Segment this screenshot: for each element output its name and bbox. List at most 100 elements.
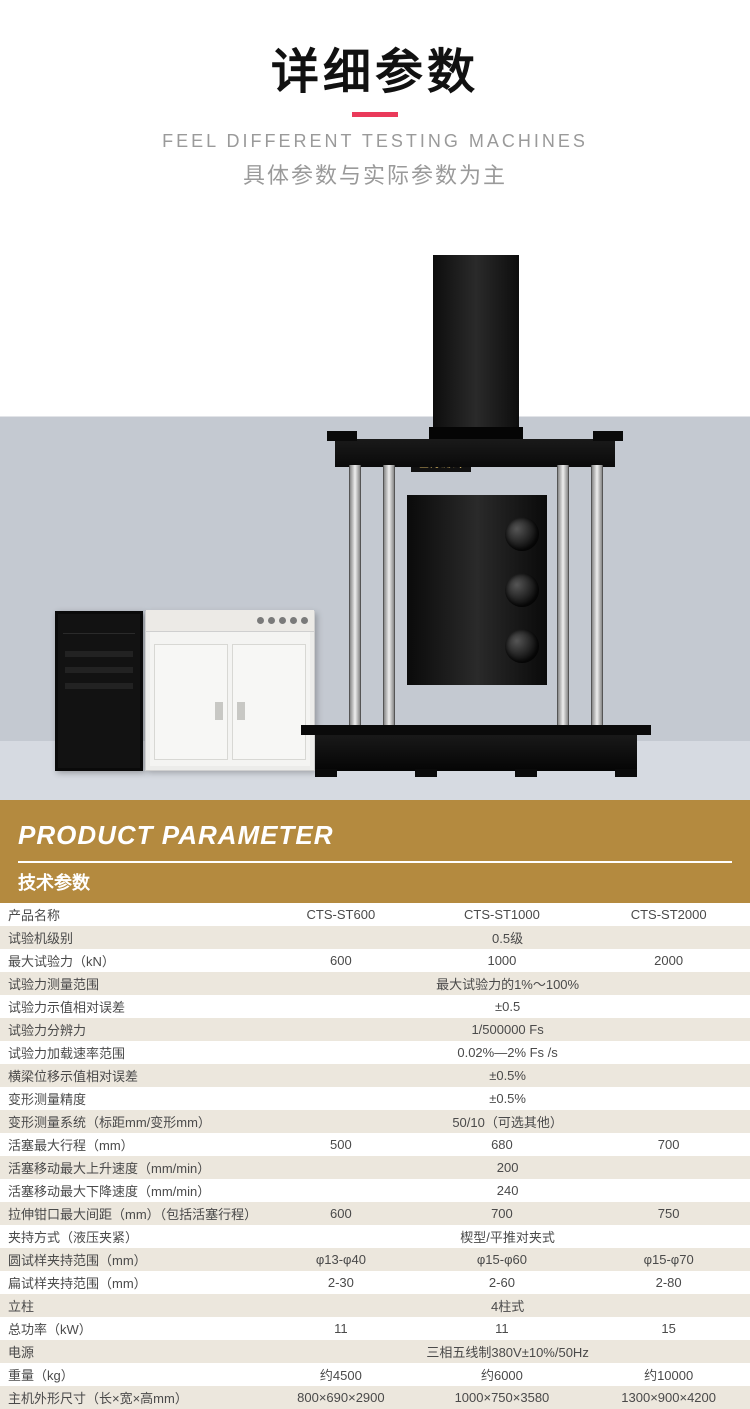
row-value: 2000 bbox=[583, 949, 750, 972]
row-label: 活塞移动最大上升速度（mm/min） bbox=[0, 1156, 261, 1179]
row-value: CTS-ST1000 bbox=[417, 903, 584, 926]
row-value: 700 bbox=[417, 1202, 584, 1225]
row-label: 拉伸钳口最大间距（mm）（包括活塞行程） bbox=[0, 1202, 261, 1225]
table-row: 变形测量精度±0.5% bbox=[0, 1087, 750, 1110]
row-value: 约10000 bbox=[583, 1363, 750, 1386]
table-row: 最大试验力（kN）60010002000 bbox=[0, 949, 750, 972]
row-value: φ15-φ60 bbox=[417, 1248, 584, 1271]
spec-table: 产品名称CTS-ST600CTS-ST1000CTS-ST2000试验机级别0.… bbox=[0, 903, 750, 1409]
table-row: 总功率（kW）111115 bbox=[0, 1317, 750, 1340]
row-label: 试验机级别 bbox=[0, 926, 261, 949]
row-value: 4柱式 bbox=[261, 1294, 750, 1317]
grip-assembly bbox=[407, 495, 547, 685]
table-row: 活塞最大行程（mm）500680700 bbox=[0, 1133, 750, 1156]
row-label: 重量（kg） bbox=[0, 1363, 261, 1386]
row-label: 产品名称 bbox=[0, 903, 261, 926]
row-label: 试验力分辨力 bbox=[0, 1018, 261, 1041]
row-label: 活塞移动最大下降速度（mm/min） bbox=[0, 1179, 261, 1202]
row-value: ±0.5% bbox=[261, 1087, 750, 1110]
row-value: 0.5级 bbox=[261, 926, 750, 949]
row-label: 扁试样夹持范围（mm） bbox=[0, 1271, 261, 1294]
row-value: 750 bbox=[583, 1202, 750, 1225]
row-value: 600 bbox=[261, 949, 416, 972]
row-value: 1/500000 Fs bbox=[261, 1018, 750, 1041]
row-value: 15 bbox=[583, 1317, 750, 1340]
subtitle-cn: 具体参数与实际参数为主 bbox=[0, 158, 750, 190]
row-value: 50/10（可选其他） bbox=[261, 1110, 750, 1133]
row-value: 600 bbox=[261, 1202, 416, 1225]
row-value: 500 bbox=[261, 1133, 416, 1156]
row-value: ±0.5% bbox=[261, 1064, 750, 1087]
table-row: 活塞移动最大下降速度（mm/min）240 bbox=[0, 1179, 750, 1202]
row-value: 1300×900×4200 bbox=[583, 1386, 750, 1409]
table-row: 试验力分辨力1/500000 Fs bbox=[0, 1018, 750, 1041]
row-value: 800×690×2900 bbox=[261, 1386, 416, 1409]
row-value: 楔型/平推对夹式 bbox=[261, 1225, 750, 1248]
row-value: φ15-φ70 bbox=[583, 1248, 750, 1271]
row-label: 最大试验力（kN） bbox=[0, 949, 261, 972]
table-row: 试验力加载速率范围0.02%—2% Fs /s bbox=[0, 1041, 750, 1064]
row-value: 2-30 bbox=[261, 1271, 416, 1294]
table-row: 变形测量系统（标距mm/变形mm）50/10（可选其他） bbox=[0, 1110, 750, 1133]
table-row: 试验力测量范围最大试验力的1%～100% bbox=[0, 972, 750, 995]
table-row: 横梁位移示值相对误差±0.5% bbox=[0, 1064, 750, 1087]
row-label: 主机外形尺寸（长×宽×高mm） bbox=[0, 1386, 261, 1409]
table-row: 重量（kg）约4500约6000约10000 bbox=[0, 1363, 750, 1386]
product-image-area: 全力测试 bbox=[0, 210, 750, 800]
table-row: 立柱4柱式 bbox=[0, 1294, 750, 1317]
header-section: 详细参数 FEEL DIFFERENT TESTING MACHINES 具体参… bbox=[0, 0, 750, 210]
table-row: 电源三相五线制380V±10%/50Hz bbox=[0, 1340, 750, 1363]
title-underline bbox=[352, 112, 398, 117]
row-value: 240 bbox=[261, 1179, 750, 1202]
param-header-cn: 技术参数 bbox=[18, 863, 732, 895]
row-value: 三相五线制380V±10%/50Hz bbox=[261, 1340, 750, 1363]
upper-crossbeam bbox=[335, 439, 615, 467]
table-row: 夹持方式（液压夹紧）楔型/平推对夹式 bbox=[0, 1225, 750, 1248]
row-value: ±0.5 bbox=[261, 995, 750, 1018]
row-value: 约6000 bbox=[417, 1363, 584, 1386]
side-cabinet bbox=[55, 611, 143, 771]
subtitle-en: FEEL DIFFERENT TESTING MACHINES bbox=[0, 131, 750, 152]
row-label: 试验力加载速率范围 bbox=[0, 1041, 261, 1064]
row-label: 立柱 bbox=[0, 1294, 261, 1317]
row-value: 2-60 bbox=[417, 1271, 584, 1294]
control-console bbox=[145, 611, 315, 771]
table-row: 主机外形尺寸（长×宽×高mm）800×690×29001000×750×3580… bbox=[0, 1386, 750, 1409]
row-label: 横梁位移示值相对误差 bbox=[0, 1064, 261, 1087]
table-row: 扁试样夹持范围（mm）2-302-602-80 bbox=[0, 1271, 750, 1294]
row-label: 总功率（kW） bbox=[0, 1317, 261, 1340]
table-row: 活塞移动最大上升速度（mm/min）200 bbox=[0, 1156, 750, 1179]
row-value: 1000×750×3580 bbox=[417, 1386, 584, 1409]
row-value: 700 bbox=[583, 1133, 750, 1156]
table-row: 试验力示值相对误差±0.5 bbox=[0, 995, 750, 1018]
machine-base bbox=[315, 733, 637, 771]
testing-machine-illustration: 全力测试 bbox=[115, 255, 635, 775]
row-value: φ13-φ40 bbox=[261, 1248, 416, 1271]
table-row: 产品名称CTS-ST600CTS-ST1000CTS-ST2000 bbox=[0, 903, 750, 926]
row-label: 电源 bbox=[0, 1340, 261, 1363]
row-label: 变形测量系统（标距mm/变形mm） bbox=[0, 1110, 261, 1133]
row-value: CTS-ST2000 bbox=[583, 903, 750, 926]
row-value: 1000 bbox=[417, 949, 584, 972]
param-header-en: PRODUCT PARAMETER bbox=[18, 820, 732, 863]
row-value: 200 bbox=[261, 1156, 750, 1179]
table-row: 拉伸钳口最大间距（mm）（包括活塞行程）600700750 bbox=[0, 1202, 750, 1225]
row-value: 0.02%—2% Fs /s bbox=[261, 1041, 750, 1064]
row-value: 11 bbox=[417, 1317, 584, 1340]
row-value: 2-80 bbox=[583, 1271, 750, 1294]
table-row: 试验机级别0.5级 bbox=[0, 926, 750, 949]
param-header: PRODUCT PARAMETER 技术参数 bbox=[0, 800, 750, 903]
row-label: 变形测量精度 bbox=[0, 1087, 261, 1110]
row-label: 试验力示值相对误差 bbox=[0, 995, 261, 1018]
row-value: 11 bbox=[261, 1317, 416, 1340]
row-label: 活塞最大行程（mm） bbox=[0, 1133, 261, 1156]
table-row: 圆试样夹持范围（mm）φ13-φ40φ15-φ60φ15-φ70 bbox=[0, 1248, 750, 1271]
row-value: CTS-ST600 bbox=[261, 903, 416, 926]
row-label: 试验力测量范围 bbox=[0, 972, 261, 995]
row-value: 约4500 bbox=[261, 1363, 416, 1386]
actuator-cylinder bbox=[433, 255, 519, 455]
row-label: 夹持方式（液压夹紧） bbox=[0, 1225, 261, 1248]
row-value: 最大试验力的1%～100% bbox=[261, 972, 750, 995]
page-title: 详细参数 bbox=[0, 32, 750, 102]
row-value: 680 bbox=[417, 1133, 584, 1156]
